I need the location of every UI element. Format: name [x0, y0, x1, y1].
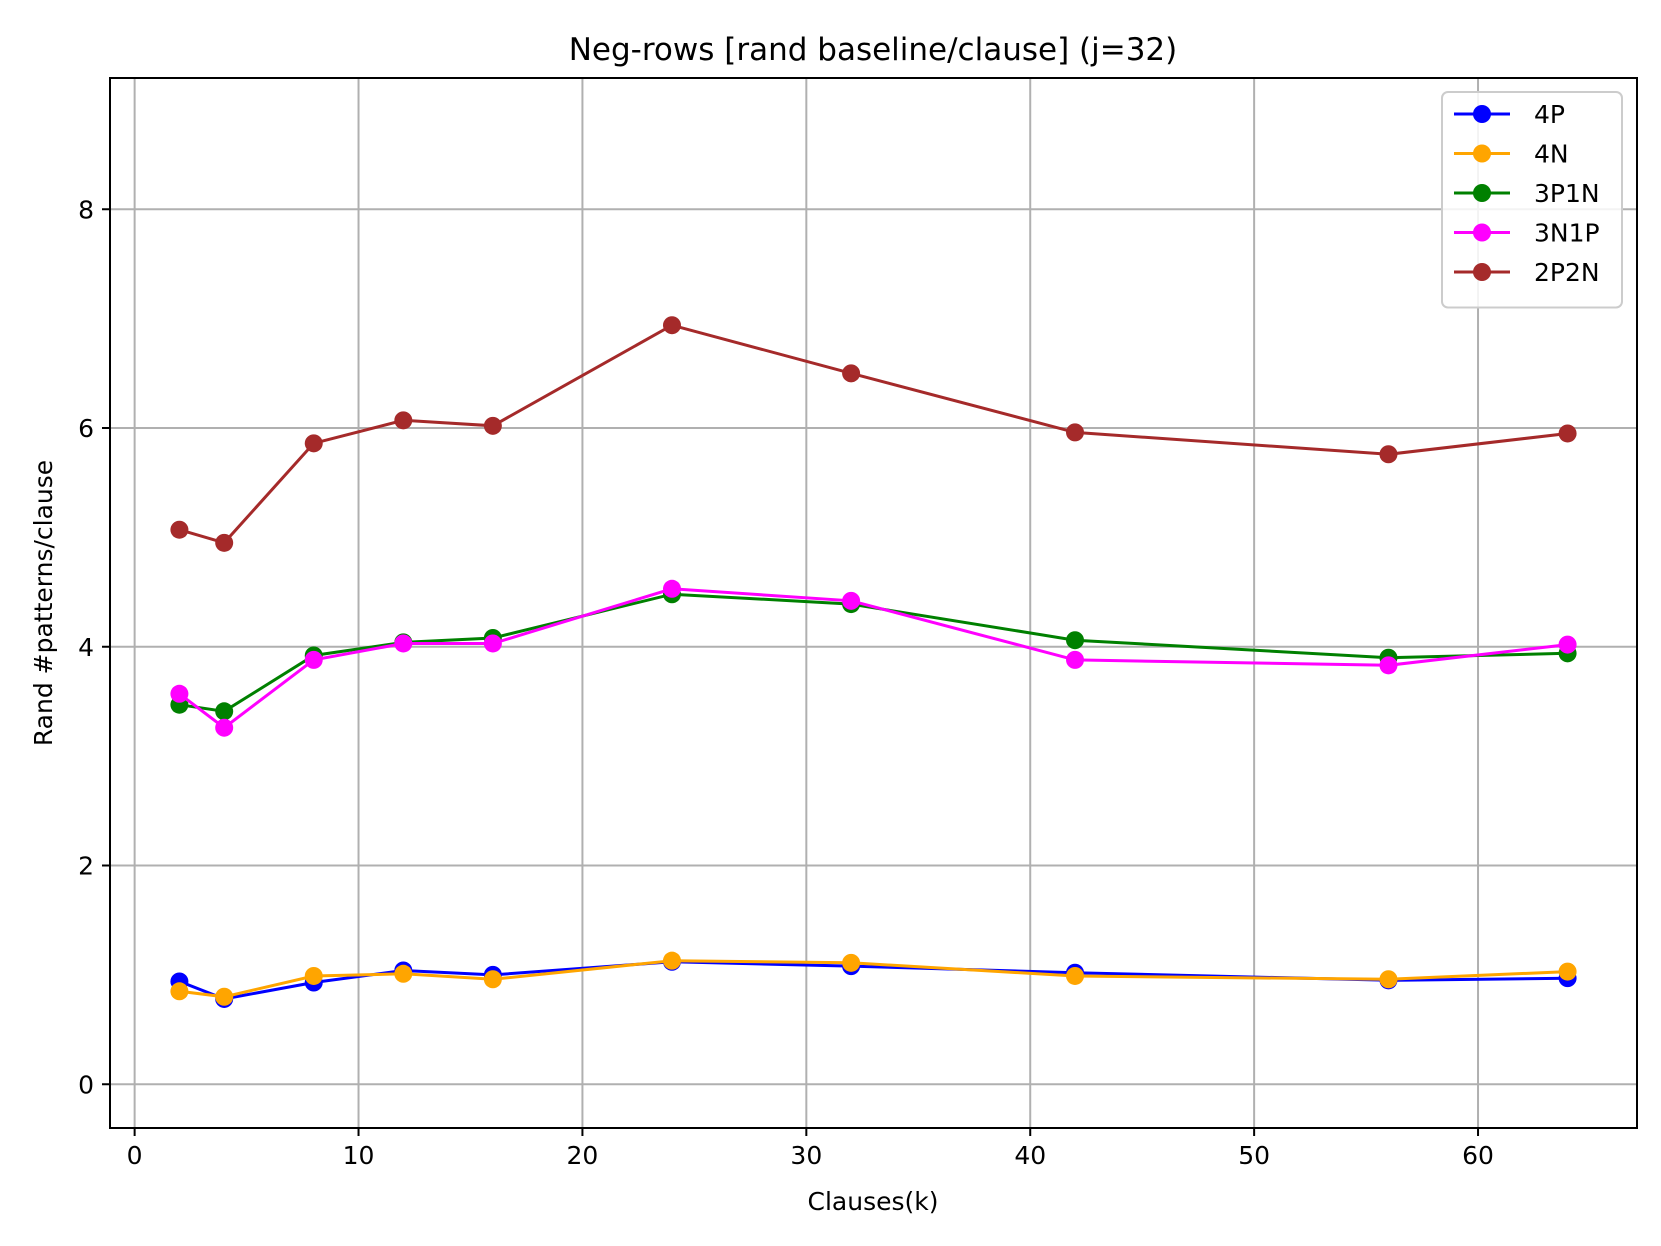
legend-marker	[1473, 184, 1491, 202]
series-2p2n	[170, 316, 1577, 552]
data-point	[170, 684, 189, 703]
data-point	[483, 416, 502, 435]
legend-marker	[1473, 223, 1491, 242]
data-point	[394, 411, 413, 430]
data-point	[483, 970, 502, 989]
x-tick-label: 50	[1238, 1141, 1270, 1170]
series-4n	[170, 951, 1577, 1006]
y-tick-label: 8	[78, 195, 94, 224]
data-point	[1558, 635, 1577, 654]
data-point	[1066, 423, 1085, 442]
data-point	[304, 434, 323, 453]
data-point	[483, 634, 502, 653]
data-point	[215, 987, 234, 1006]
y-tick-label: 6	[78, 414, 94, 443]
legend-marker	[1473, 105, 1491, 123]
legend-item: 3N1P	[1454, 219, 1600, 248]
series-line	[179, 592, 1568, 713]
series-layer	[170, 316, 1577, 1008]
data-point	[662, 579, 681, 598]
data-point	[842, 953, 861, 972]
data-point	[1066, 966, 1085, 985]
data-point	[170, 520, 189, 539]
legend-item: 4P	[1454, 100, 1565, 129]
x-tick-label: 30	[790, 1141, 822, 1170]
legend-label: 4P	[1534, 100, 1565, 129]
data-point	[662, 316, 681, 335]
legend-label: 4N	[1534, 140, 1569, 169]
grid	[110, 78, 1637, 1128]
y-tick-label: 2	[78, 852, 94, 881]
x-tick-label: 10	[343, 1141, 375, 1170]
plot-frame	[109, 77, 1638, 1129]
series-line	[178, 323, 1568, 545]
data-point	[1379, 970, 1398, 989]
legend-item: 4N	[1454, 140, 1569, 169]
x-tick-label: 20	[567, 1141, 599, 1170]
data-point	[1066, 650, 1085, 669]
legend-box	[1441, 91, 1623, 309]
series-3n1p	[170, 579, 1577, 737]
data-point	[394, 964, 413, 983]
x-tick-label: 40	[1014, 1141, 1046, 1170]
data-point	[1558, 424, 1577, 443]
data-point	[304, 650, 323, 669]
legend: 4P 4N 3P1N 3N1P 2P2N	[1441, 91, 1623, 309]
x-axis-label: Clauses(k)	[808, 1187, 939, 1216]
x-tick-label: 60	[1462, 1141, 1494, 1170]
data-point	[1379, 656, 1398, 675]
data-point	[1558, 962, 1577, 981]
chart-title: Neg-rows [rand baseline/clause] (j=32)	[569, 32, 1178, 68]
legend-item: 3P1N	[1454, 179, 1600, 208]
x-tick-label: 0	[127, 1141, 143, 1170]
y-tick-label: 0	[78, 1070, 94, 1099]
data-point	[304, 966, 323, 985]
data-point	[842, 591, 861, 610]
legend-item: 2P2N	[1454, 258, 1600, 287]
y-tick-label: 4	[78, 633, 94, 662]
axis-ticks: 0 10 20 30 40 50 60 0 2 4 6 8	[78, 195, 1494, 1170]
data-point	[662, 951, 681, 970]
data-point	[215, 718, 234, 737]
data-point	[170, 982, 189, 1001]
legend-label: 2P2N	[1534, 258, 1600, 287]
data-point	[1066, 631, 1085, 650]
data-point	[842, 364, 861, 383]
data-point	[1379, 445, 1398, 464]
series-line	[179, 959, 1568, 999]
legend-label: 3N1P	[1534, 219, 1600, 248]
data-point	[215, 533, 234, 552]
legend-marker	[1473, 144, 1491, 163]
legend-marker	[1473, 263, 1491, 281]
series-line	[178, 587, 1568, 730]
data-point	[394, 634, 413, 653]
legend-label: 3P1N	[1534, 179, 1600, 208]
data-point	[215, 702, 234, 721]
y-axis-label: Rand #patterns/clause	[29, 460, 58, 746]
